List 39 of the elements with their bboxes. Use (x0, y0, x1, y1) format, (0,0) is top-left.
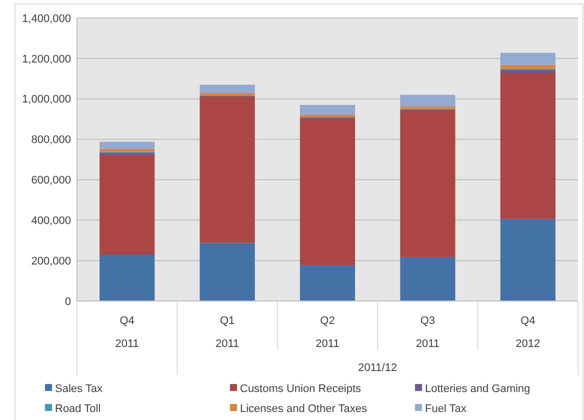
x-tick-label: Q1 2011 (215, 314, 240, 350)
bar (400, 256, 456, 301)
x-tick-label: Q3 2011 (416, 314, 440, 350)
bar (100, 254, 155, 301)
bar (200, 84, 255, 93)
legend-label: Customs Union Receipts (240, 382, 362, 395)
legend-label: Sales Tax (55, 382, 103, 395)
bar (500, 72, 556, 219)
y-tick-label: 600,000 (31, 174, 71, 187)
bar (200, 242, 255, 301)
bar (300, 104, 356, 115)
bar (200, 96, 255, 243)
legend-label: Lotteries and Gaming (425, 382, 530, 395)
bar (500, 70, 556, 73)
bar (300, 114, 356, 118)
x-tick-label: Q2 2011 (316, 314, 340, 350)
x-tick-label: Q4 2011 (115, 314, 139, 350)
y-tick-label: 1,200,000 (22, 53, 71, 66)
bar (300, 118, 356, 266)
legend-label: Fuel Tax (425, 402, 467, 415)
bar (500, 52, 556, 65)
legend-label: Licenses and Other Taxes (240, 402, 368, 415)
bar (300, 265, 356, 301)
bar (500, 64, 556, 69)
y-tick-label: 400,000 (31, 214, 71, 227)
bar (100, 148, 155, 152)
y-tick-label: 200,000 (31, 255, 71, 268)
bar (400, 110, 456, 257)
bar (100, 142, 155, 149)
y-tick-label: 1,400,000 (22, 12, 71, 25)
bar (400, 94, 456, 107)
y-tick-label: 0 (64, 296, 71, 308)
bar (100, 155, 155, 255)
bar (500, 218, 556, 301)
legend-label: Road Toll (55, 402, 101, 415)
y-tick-label: 1,000,000 (22, 94, 71, 106)
x-tick-label: Q4 2012 (516, 314, 540, 350)
text: 2011/12 (358, 362, 398, 374)
y-tick-label: 800,000 (31, 134, 71, 146)
